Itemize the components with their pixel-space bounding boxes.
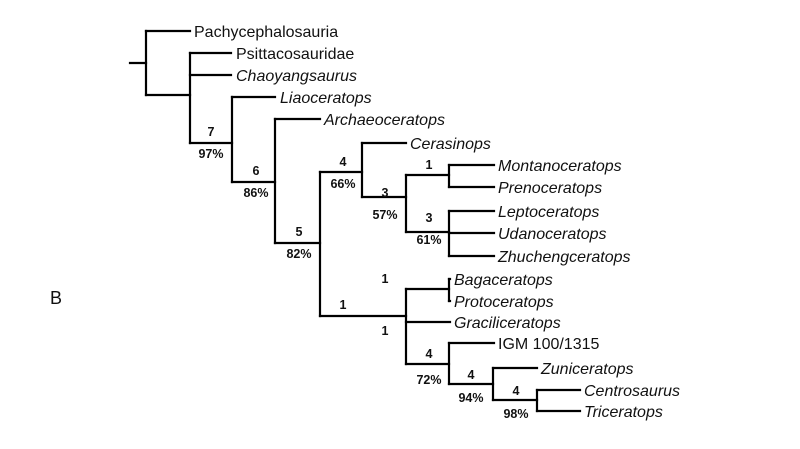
taxon-psittacosauridae: Psittacosauridae [236, 46, 354, 63]
bremer-n1c: 1 [340, 298, 347, 312]
bootstrap-n3b: 61% [416, 233, 441, 247]
taxon-zhuchengceratops: Zhuchengceratops [497, 249, 631, 266]
bremer-n4b: 4 [426, 347, 433, 361]
bremer-n4a: 4 [340, 155, 347, 169]
bremer-n1d: 1 [382, 324, 389, 338]
bootstrap-n5: 82% [286, 247, 311, 261]
taxon-prenoceratops: Prenoceratops [498, 180, 602, 197]
bremer-n5: 5 [296, 225, 303, 239]
bootstrap-n4d: 98% [503, 407, 528, 421]
taxon-bagaceratops: Bagaceratops [454, 272, 553, 289]
taxon-graciliceratops: Graciliceratops [454, 315, 561, 332]
taxon-pachycephalosauria: Pachycephalosauria [194, 24, 338, 41]
bootstrap-n6: 86% [243, 186, 268, 200]
taxon-udanoceratops: Udanoceratops [498, 226, 607, 243]
taxon-leptoceratops: Leptoceratops [498, 204, 599, 221]
bremer-n6: 6 [253, 164, 260, 178]
panel-label: B [50, 288, 62, 308]
bootstrap-n4b: 72% [416, 373, 441, 387]
bootstrap-n7: 97% [198, 147, 223, 161]
taxon-montanoceratops: Montanoceratops [498, 158, 622, 175]
taxon-labels: Pachycephalosauria Psittacosauridae Chao… [194, 24, 680, 421]
bootstrap-n4a: 66% [330, 177, 355, 191]
taxon-triceratops: Triceratops [584, 404, 663, 421]
bremer-n4c: 4 [468, 368, 475, 382]
taxon-protoceratops: Protoceratops [454, 294, 554, 311]
taxon-archaeoceratops: Archaeoceratops [323, 112, 445, 129]
node-support: 7 97% 6 86% 5 82% 4 66% 3 57% 1 3 61% 1 … [198, 125, 528, 421]
taxon-centrosaurus: Centrosaurus [584, 383, 680, 400]
taxon-liaoceratops: Liaoceratops [280, 90, 372, 107]
taxon-zuniceratops: Zuniceratops [540, 361, 634, 378]
bremer-n3b: 3 [426, 211, 433, 225]
bremer-n4d: 4 [513, 384, 520, 398]
taxon-chaoyangsaurus: Chaoyangsaurus [236, 68, 357, 85]
bremer-n1b: 1 [382, 272, 389, 286]
taxon-igm: IGM 100/1315 [498, 336, 600, 353]
tree-branches [128, 29, 582, 413]
bootstrap-n4c: 94% [458, 391, 483, 405]
bremer-n7: 7 [208, 125, 215, 139]
bremer-n1a: 1 [426, 158, 433, 172]
bootstrap-n3a: 57% [372, 208, 397, 222]
bremer-n3a: 3 [382, 186, 389, 200]
taxon-cerasinops: Cerasinops [410, 136, 491, 153]
